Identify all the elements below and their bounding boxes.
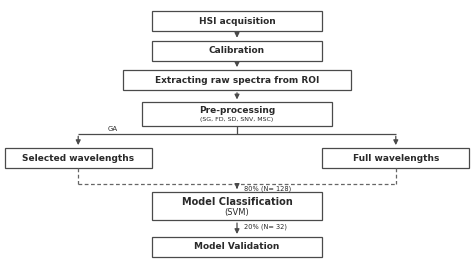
Text: Extracting raw spectra from ROI: Extracting raw spectra from ROI [155, 76, 319, 85]
FancyBboxPatch shape [152, 192, 322, 220]
Text: Full wavelengths: Full wavelengths [353, 154, 439, 163]
Text: Selected wavelengths: Selected wavelengths [22, 154, 134, 163]
Text: Model Validation: Model Validation [194, 242, 280, 252]
Text: Model Classification: Model Classification [182, 197, 292, 207]
Text: 20% (N= 32): 20% (N= 32) [244, 223, 287, 230]
Text: Pre-processing: Pre-processing [199, 106, 275, 115]
FancyBboxPatch shape [152, 237, 322, 257]
FancyBboxPatch shape [5, 148, 152, 168]
Text: HSI acquisition: HSI acquisition [199, 17, 275, 26]
Text: (SVM): (SVM) [225, 208, 249, 217]
Text: GA: GA [108, 126, 118, 132]
Text: (SG, FD, SD, SNV, MSC): (SG, FD, SD, SNV, MSC) [201, 117, 273, 122]
FancyBboxPatch shape [123, 70, 351, 90]
FancyBboxPatch shape [152, 11, 322, 31]
FancyBboxPatch shape [322, 148, 469, 168]
Text: 80% (N= 128): 80% (N= 128) [244, 186, 292, 192]
Text: Calibration: Calibration [209, 46, 265, 55]
FancyBboxPatch shape [152, 41, 322, 61]
FancyBboxPatch shape [142, 102, 332, 126]
